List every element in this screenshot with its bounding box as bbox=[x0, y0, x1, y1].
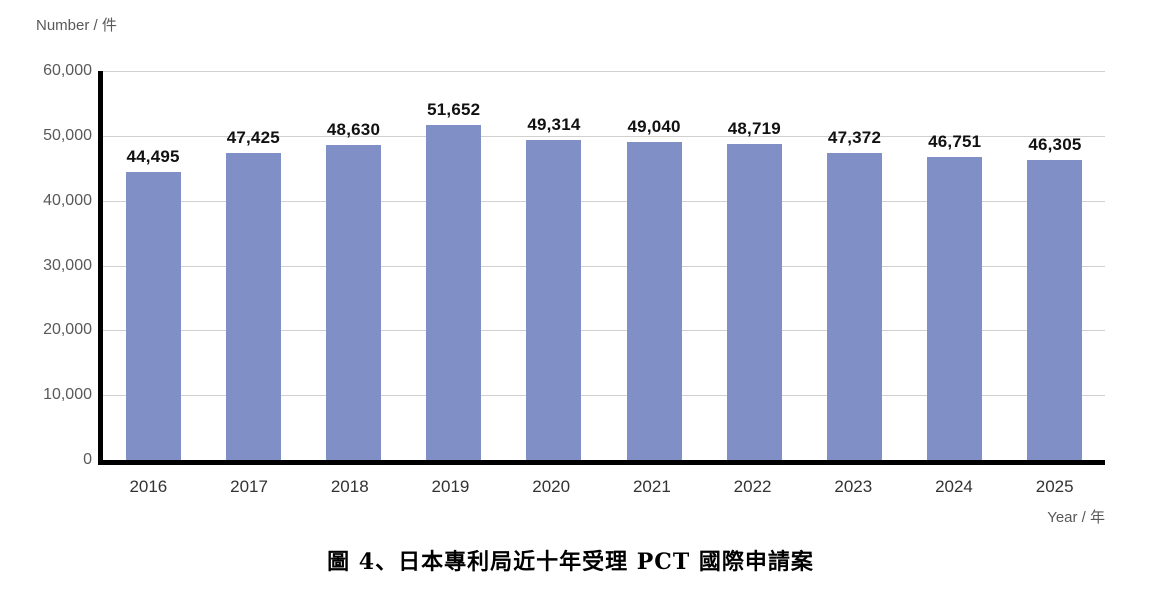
x-tick-label: 2020 bbox=[532, 477, 571, 496]
bar-slot: 46,305 bbox=[1005, 71, 1105, 460]
bar-2017 bbox=[225, 152, 281, 460]
bar-slot: 46,751 bbox=[905, 71, 1005, 460]
gridline bbox=[103, 200, 1105, 202]
bar-2021 bbox=[626, 142, 682, 460]
bar-slot: 47,372 bbox=[804, 71, 904, 460]
bar-2018 bbox=[326, 144, 381, 460]
bar-slot: 47,425 bbox=[203, 71, 303, 460]
x-tick-label: 2023 bbox=[834, 477, 873, 496]
bar-value-label: 44,495 bbox=[126, 146, 180, 166]
plot-area: 44,495 47,425 48,630 51,652 49,314 49,040 48,7… bbox=[98, 71, 1105, 465]
y-tick-label: 50,000 bbox=[43, 126, 92, 144]
gridline bbox=[103, 395, 1105, 397]
gridline bbox=[103, 330, 1105, 332]
bar-slot: 51,652 bbox=[404, 71, 504, 460]
bar-slot: 48,630 bbox=[303, 71, 403, 460]
bar-slot: 49,040 bbox=[604, 71, 704, 460]
bar-2023 bbox=[827, 152, 883, 460]
y-tick-label: 0 bbox=[83, 451, 92, 468]
bar-value-label: 48,630 bbox=[326, 119, 381, 139]
y-axis-ticks: 0 10,000 20,000 30,000 40,000 50,000 60,000 bbox=[36, 62, 98, 468]
bar-2019 bbox=[426, 125, 482, 460]
gridline bbox=[103, 135, 1105, 137]
y-tick-label: 20,000 bbox=[43, 321, 92, 339]
bar-slot: 49,314 bbox=[504, 71, 604, 460]
bar-value-label: 47,425 bbox=[226, 127, 280, 147]
x-tick-label: 2017 bbox=[230, 477, 268, 496]
y-tick-label: 30,000 bbox=[43, 256, 92, 274]
figure-caption: 圖 4、日本專利局近十年受理 PCT 國際申請案 bbox=[327, 549, 814, 575]
x-tick-label: 2024 bbox=[935, 477, 973, 496]
bar-value-label: 46,751 bbox=[928, 131, 982, 151]
bar-series: 44,495 47,425 48,630 51,652 49,314 49,040 48,7… bbox=[103, 71, 1105, 460]
y-tick-label: 40,000 bbox=[43, 191, 92, 209]
x-tick-label: 2016 bbox=[129, 477, 168, 496]
gridline bbox=[103, 71, 1105, 72]
x-tick-label: 2019 bbox=[431, 477, 470, 496]
x-axis-ticks: 2016 2017 2018 2019 2020 2021 2022 2023 2024 2025 bbox=[98, 477, 1105, 497]
x-tick-label: 2021 bbox=[632, 477, 671, 496]
bar-2024 bbox=[927, 156, 983, 460]
x-tick-label: 2025 bbox=[1035, 477, 1074, 496]
y-tick-label: 10,000 bbox=[43, 386, 92, 404]
x-axis-title: Year / 年 bbox=[1047, 509, 1105, 526]
y-tick-label: 60,000 bbox=[43, 62, 92, 79]
bar-2016 bbox=[125, 171, 181, 460]
x-tick-label: 2022 bbox=[733, 477, 772, 496]
y-axis-title: Number / 件 bbox=[36, 17, 117, 34]
bar-value-label: 51,652 bbox=[427, 100, 481, 120]
bar-2020 bbox=[526, 140, 582, 460]
bar-value-label: 49,314 bbox=[527, 115, 581, 135]
bar-value-label: 48,719 bbox=[727, 119, 781, 139]
bar-value-label: 47,372 bbox=[827, 127, 882, 147]
x-tick-label: 2018 bbox=[330, 477, 369, 496]
gridline bbox=[103, 265, 1105, 267]
bar-2022 bbox=[726, 144, 782, 460]
bar-value-label: 46,305 bbox=[1028, 134, 1082, 154]
bar-value-label: 49,040 bbox=[627, 117, 681, 137]
bar-2025 bbox=[1027, 159, 1083, 460]
bar-chart: 0 10,000 20,000 30,000 40,000 50,000 60,000 44… bbox=[36, 62, 1172, 468]
bar-slot: 48,719 bbox=[704, 71, 804, 460]
bar-slot: 44,495 bbox=[103, 71, 203, 460]
